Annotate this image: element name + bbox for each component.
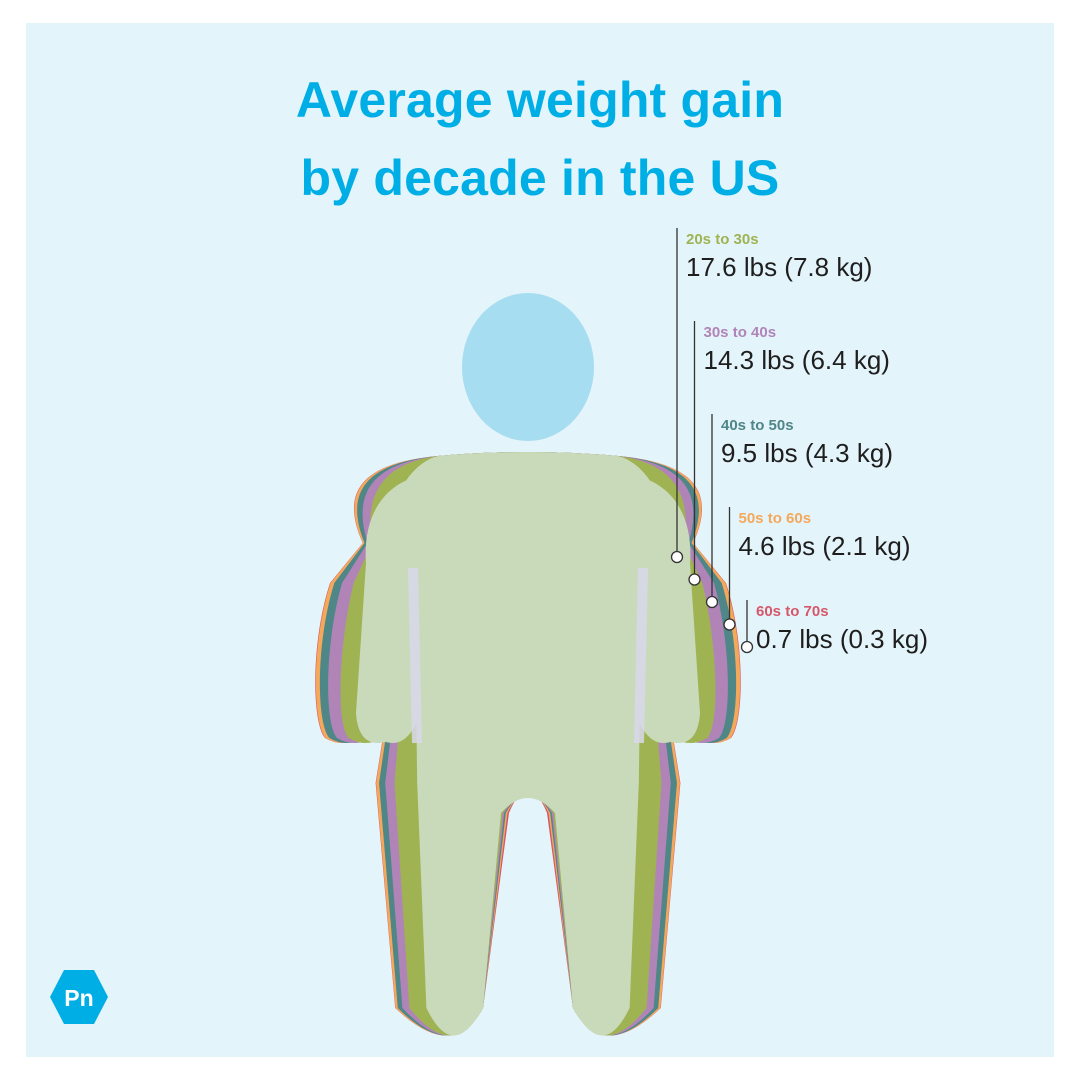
- body-silhouette-figure: [315, 228, 754, 1036]
- leader-dot-2: [688, 573, 701, 586]
- decade-value: 4.6 lbs (2.1 kg): [738, 531, 911, 561]
- decade-label: 60s to 70s: [756, 603, 829, 620]
- base-arm-right: [620, 473, 700, 743]
- base-torso: [370, 452, 686, 1036]
- annotation-2: 30s to 40s 14.3 lbs (6.4 kg): [704, 324, 890, 375]
- pn-logo: Pn: [50, 970, 108, 1024]
- annotation-4: 50s to 60s 4.6 lbs (2.1 kg): [739, 510, 911, 561]
- annotation-1: 20s to 30s 17.6 lbs (7.8 kg): [686, 231, 872, 282]
- leader-dot-5: [740, 640, 754, 654]
- arm-highlight-left: [408, 568, 422, 743]
- infographic-panel: Average weight gain by decade in the US …: [26, 23, 1054, 1057]
- annotation-3: 40s to 50s 9.5 lbs (4.3 kg): [721, 417, 893, 468]
- decade-label: 40s to 50s: [721, 417, 794, 434]
- leader-dot-4: [723, 618, 736, 631]
- base-arm-left: [356, 473, 436, 743]
- decade-value: 0.7 lbs (0.3 kg): [756, 624, 928, 654]
- decade-value: 17.6 lbs (7.8 kg): [686, 252, 873, 282]
- decade-value: 9.5 lbs (4.3 kg): [721, 438, 893, 468]
- annotation-5: 60s to 70s 0.7 lbs (0.3 kg): [756, 603, 928, 654]
- leader-dot-1: [670, 550, 684, 564]
- decade-label: 20s to 30s: [686, 231, 759, 248]
- logo-text: Pn: [64, 985, 93, 1011]
- arm-highlight-right: [634, 568, 648, 743]
- decade-label: 50s to 60s: [738, 510, 812, 527]
- base-body: [356, 293, 700, 1036]
- page-title: Average weight gain by decade in the US: [26, 61, 1054, 217]
- annotation-leaders: [670, 228, 754, 654]
- decade-value: 14.3 lbs (6.4 kg): [703, 345, 890, 375]
- title-line-2: by decade in the US: [300, 150, 780, 206]
- head: [462, 293, 594, 441]
- title-line-1: Average weight gain: [295, 72, 785, 128]
- decade-label: 30s to 40s: [703, 324, 777, 341]
- leader-dot-3: [705, 595, 719, 609]
